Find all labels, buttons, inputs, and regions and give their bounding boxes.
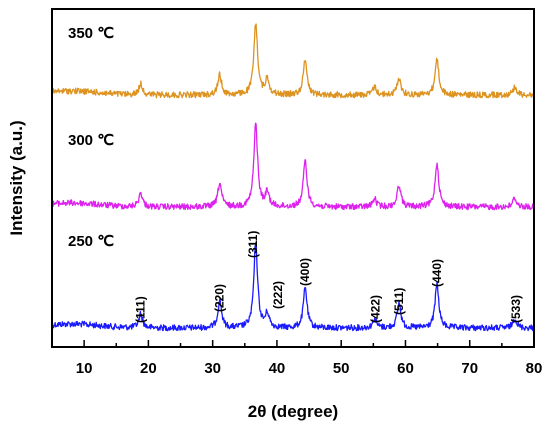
peak-index-label: (111) [134,296,148,323]
series-label: 300 ℃ [68,132,114,149]
x-tick-label: 60 [397,360,414,377]
peak-index-label: (400) [298,258,312,286]
plot-frame [51,8,535,348]
series-label: 350 ℃ [68,25,114,42]
peak-index-label: (422) [368,295,382,323]
x-tick-label: 50 [333,360,350,377]
peak-index-label: (511) [392,288,406,315]
x-tick-label: 80 [526,360,543,377]
series-label: 250 ℃ [68,233,114,250]
xrd-series-line [51,23,534,99]
x-axis-ticks: 10 20 30 40 50 60 70 80 [51,340,543,377]
series-layer [51,23,535,332]
x-axis-title: 2θ (degree) [248,402,338,421]
peak-index-label: (311) [246,231,260,258]
peak-index-label: (220) [213,284,227,312]
peak-index-label: (533) [509,295,523,323]
series-labels: 250 ℃ 300 ℃ 350 ℃ [68,25,114,250]
x-tick-label: 30 [204,360,221,377]
x-tick-label: 40 [269,360,286,377]
x-tick-label: 70 [461,360,478,377]
x-tick-label: 10 [76,360,93,377]
peak-index-label: (222) [271,281,285,309]
x-tick-label: 20 [140,360,157,377]
peak-index-label: (440) [430,259,444,287]
xrd-series-line [51,122,535,211]
peak-annotations: (111) (220) (311) (222) (400) (422) (511) (440)… [134,231,523,323]
xrd-series-line [51,241,535,332]
y-axis-title: Intensity (a.u.) [7,120,26,235]
